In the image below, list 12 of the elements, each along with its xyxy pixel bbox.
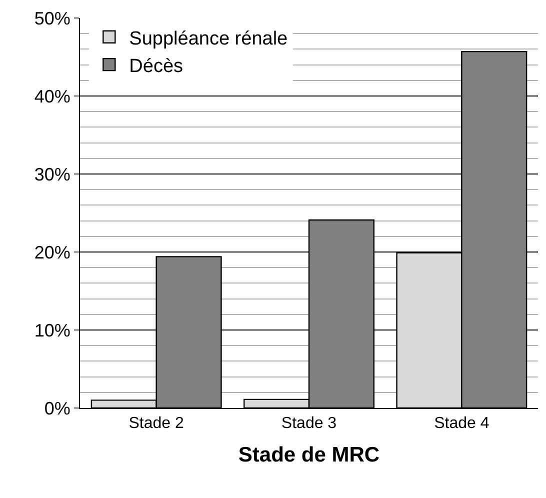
y-tick-label: 40% [34, 86, 70, 106]
legend-label: Suppléance rénale [129, 28, 288, 50]
y-tick-label: 10% [34, 320, 70, 340]
y-tick-label: 50% [34, 8, 70, 28]
legend-label: Décès [129, 56, 184, 77]
y-tick-label: 20% [34, 242, 70, 262]
x-tick-label: Stade 4 [434, 415, 490, 432]
y-tick-label: 0% [44, 398, 70, 418]
x-tick-label: Stade 2 [128, 415, 184, 432]
y-tick-label: 30% [34, 164, 70, 184]
x-axis-title: Stade de MRC [238, 443, 380, 466]
x-tick-label: Stade 3 [281, 415, 337, 432]
